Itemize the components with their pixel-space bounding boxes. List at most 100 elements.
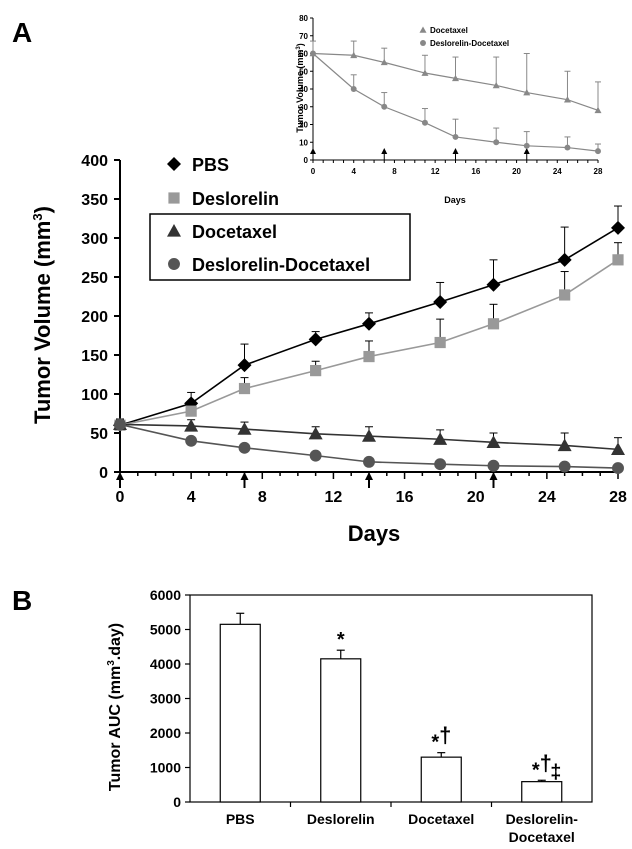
inset-legend-swatch-1 [420, 40, 426, 46]
inset-docetaxel-point [452, 74, 459, 82]
docetaxel-point [362, 429, 376, 442]
inset-y-axis-title: Tumor Volume (mm3) [295, 43, 305, 133]
deslorelin-docetaxel-point [434, 458, 447, 471]
deslorelin-docetaxel-point [612, 462, 624, 475]
bar-category-label: Deslorelin [307, 811, 375, 827]
inset-legend-label-1: Deslorelin-Docetaxel [430, 39, 509, 48]
deslorelin-point [310, 365, 322, 377]
inset-y-tick-label: 70 [299, 32, 308, 41]
inset-y-tick-label: 20 [299, 121, 308, 130]
panel-b-label: B [12, 585, 32, 616]
main-y-tick-label: 300 [81, 231, 108, 248]
inset-deslorelin-docetaxel-point [350, 86, 357, 92]
pbs-point [237, 358, 252, 373]
main-y-title-close: ) [30, 206, 55, 213]
inset-y-tick-label: 60 [299, 50, 308, 59]
legend-swatch-docetaxel [167, 224, 181, 237]
bar-y-tick-label: 6000 [150, 587, 181, 603]
pbs-point [433, 294, 448, 309]
main-x-tick-label: 8 [258, 489, 267, 506]
bar-deslorelin [320, 658, 362, 803]
bar-y-tick-label: 3000 [150, 691, 181, 707]
deslorelin-point [185, 405, 197, 417]
inset-legend-label-0: Docetaxel [430, 26, 468, 35]
bar-y-title-close: .day) [107, 623, 124, 660]
deslorelin-point [487, 318, 500, 330]
deslorelin-point [434, 336, 446, 349]
significance-mark: ‡ [550, 761, 561, 783]
dosing-arrow-head [489, 472, 498, 480]
significance-mark: * [337, 629, 345, 651]
inset-deslorelin-docetaxel-point [595, 148, 601, 155]
legend-label-pbs: PBS [192, 155, 229, 175]
main-x-tick-label: 0 [116, 489, 125, 506]
bar-category-label: Docetaxel [509, 829, 575, 845]
docetaxel-point [486, 435, 501, 448]
inset-y-tick-label: 0 [304, 156, 309, 165]
bar-y-tick-label: 0 [173, 794, 181, 810]
legend-label-deslorelin-docetaxel: Deslorelin-Docetaxel [192, 255, 370, 275]
significance-mark: † [439, 723, 451, 748]
inset-line-chart: 0 10 20 30 40 50 60 70 80 0 4 8 12 16 20 24 28 Days Tumo… [295, 14, 603, 205]
inset-x-tick-label: 24 [553, 167, 562, 176]
main-y-tick-label: 0 [99, 465, 108, 482]
bar-y-tick-label: 1000 [150, 760, 181, 776]
main-y-tick-label: 200 [81, 309, 108, 326]
main-y-tick-label: 400 [81, 153, 108, 170]
inset-x-axis-title: Days [444, 195, 466, 205]
inset-dosing-arrow-head [381, 148, 388, 154]
inset-deslorelin-docetaxel-point [564, 144, 571, 151]
significance-mark: * [431, 732, 439, 754]
main-x-tick-label: 4 [187, 489, 196, 506]
main-y-tick-label: 250 [81, 270, 108, 287]
inset-dosing-arrow-head [310, 148, 316, 154]
main-x-tick-label: 12 [325, 489, 343, 506]
bar-y-axis-title: Tumor AUC (mm3.day) [106, 623, 124, 791]
main-x-tick-label: 20 [467, 489, 485, 506]
main-y-axis-title: Tumor Volume (mm3) [30, 206, 55, 424]
deslorelin-docetaxel-point [114, 418, 126, 431]
inset-dosing-arrow-head [452, 148, 459, 154]
bar-y-tick-label: 4000 [150, 656, 181, 672]
main-y-tick-label: 50 [90, 426, 108, 443]
inset-legend-swatch-0 [419, 26, 427, 33]
inset-dosing-arrow-head [523, 148, 530, 154]
inset-deslorelin-docetaxel-point [381, 103, 388, 110]
main-y-tick-label: 350 [81, 192, 108, 209]
inset-x-tick-label: 0 [311, 167, 316, 176]
inset-y-tick-label: 80 [299, 14, 308, 23]
legend-swatch-deslorelin-docetaxel [168, 258, 180, 270]
deslorelin-point [238, 382, 251, 395]
dosing-arrow-head [365, 472, 373, 480]
bar-y-title-sup: 3 [106, 660, 117, 666]
bar-category-label: Docetaxel [408, 811, 474, 827]
docetaxel-point [433, 432, 448, 445]
main-x-tick-label: 24 [538, 489, 556, 506]
inset-legend: Docetaxel Deslorelin-Docetaxel [419, 26, 509, 48]
main-y-title-sup: 3 [30, 213, 45, 220]
panel-a-label: A [12, 17, 32, 48]
docetaxel-point [184, 418, 199, 432]
deslorelin-point [559, 289, 571, 301]
inset-deslorelin-docetaxel-point [310, 50, 316, 57]
legend-label-docetaxel: Docetaxel [192, 222, 277, 242]
docetaxel-point [308, 426, 323, 440]
significance-mark: † [540, 750, 552, 775]
inset-docetaxel-point [350, 51, 358, 59]
deslorelin-docetaxel-point [185, 434, 198, 447]
pbs-point [362, 316, 376, 331]
inset-deslorelin-docetaxel-point [421, 119, 428, 126]
main-x-tick-label: 16 [396, 489, 414, 506]
inset-deslorelin-docetaxel-point [523, 142, 530, 149]
main-y-tick-label: 100 [81, 387, 108, 404]
inset-y-tick-label: 50 [299, 67, 308, 76]
deslorelin-docetaxel-point [558, 460, 571, 473]
inset-x-tick-label: 8 [392, 167, 397, 176]
deslorelin-docetaxel-point [309, 449, 322, 462]
inset-y-tick-label: 40 [299, 85, 308, 94]
inset-docetaxel-point [421, 69, 429, 76]
inset-y-title-main: Tumor Volume (mm [295, 50, 305, 133]
inset-y-tick-label: 30 [299, 103, 308, 112]
